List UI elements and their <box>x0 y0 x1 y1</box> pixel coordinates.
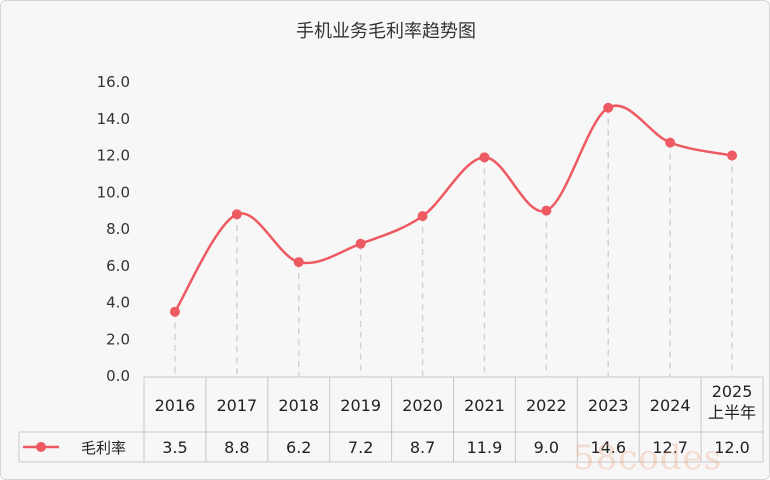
data-point <box>665 137 676 148</box>
x-category-label: 2021 <box>464 396 505 415</box>
data-value-label: 9.0 <box>534 438 559 457</box>
y-tick-label: 8.0 <box>106 220 130 238</box>
y-axis: 0.0 2.0 4.0 6.0 8.0 10.0 12.0 14.0 16.0 <box>97 73 130 385</box>
data-point <box>169 306 180 317</box>
legend-dot-marker <box>36 442 46 452</box>
data-point <box>727 150 738 161</box>
data-value-label: 6.2 <box>286 438 311 457</box>
y-tick-label: 6.0 <box>106 257 130 275</box>
data-value-label: 3.5 <box>162 438 187 457</box>
y-tick-label: 16.0 <box>97 73 130 91</box>
data-value-label: 8.7 <box>410 438 435 457</box>
x-category-label: 2022 <box>526 396 567 415</box>
x-category-label: 2023 <box>588 396 629 415</box>
data-value-label: 12.0 <box>714 438 750 457</box>
legend: 毛利率 <box>23 439 126 457</box>
data-value-label: 7.2 <box>348 438 373 457</box>
data-point <box>417 211 428 222</box>
series-line-gross-margin <box>173 104 733 313</box>
data-point <box>541 205 552 216</box>
chart-title: 手机业务毛利率趋势图 <box>296 21 476 42</box>
x-category-label: 2024 <box>650 396 691 415</box>
x-category-label: 2025 <box>712 382 753 401</box>
y-tick-label: 10.0 <box>97 183 130 201</box>
data-point <box>231 209 242 220</box>
data-point <box>479 152 490 163</box>
data-value-label: 8.8 <box>224 438 249 457</box>
data-point <box>355 238 366 249</box>
data-value-label: 11.9 <box>467 438 503 457</box>
data-table: 2016 2017 2018 2019 2020 2021 2022 2023 2024 2025… <box>18 376 764 463</box>
data-value-label: 14.6 <box>590 438 626 457</box>
data-points <box>169 102 738 317</box>
x-category-label: 上半年 <box>708 403 756 422</box>
y-tick-label: 0.0 <box>106 367 130 385</box>
x-category-label: 2016 <box>155 396 196 415</box>
x-category-label: 2020 <box>402 396 443 415</box>
data-point <box>603 102 614 113</box>
y-tick-label: 14.0 <box>97 110 130 128</box>
x-category-label: 2017 <box>216 396 257 415</box>
x-category-label: 2019 <box>340 396 381 415</box>
drop-lines <box>174 107 733 377</box>
data-value-label: 12.7 <box>652 438 688 457</box>
y-tick-label: 4.0 <box>106 294 130 312</box>
x-category-label: 2018 <box>278 396 319 415</box>
data-point <box>293 257 304 268</box>
y-tick-label: 12.0 <box>97 147 130 165</box>
y-tick-label: 2.0 <box>106 330 130 348</box>
watermark: 58codes <box>573 438 722 478</box>
legend-label: 毛利率 <box>81 439 126 457</box>
